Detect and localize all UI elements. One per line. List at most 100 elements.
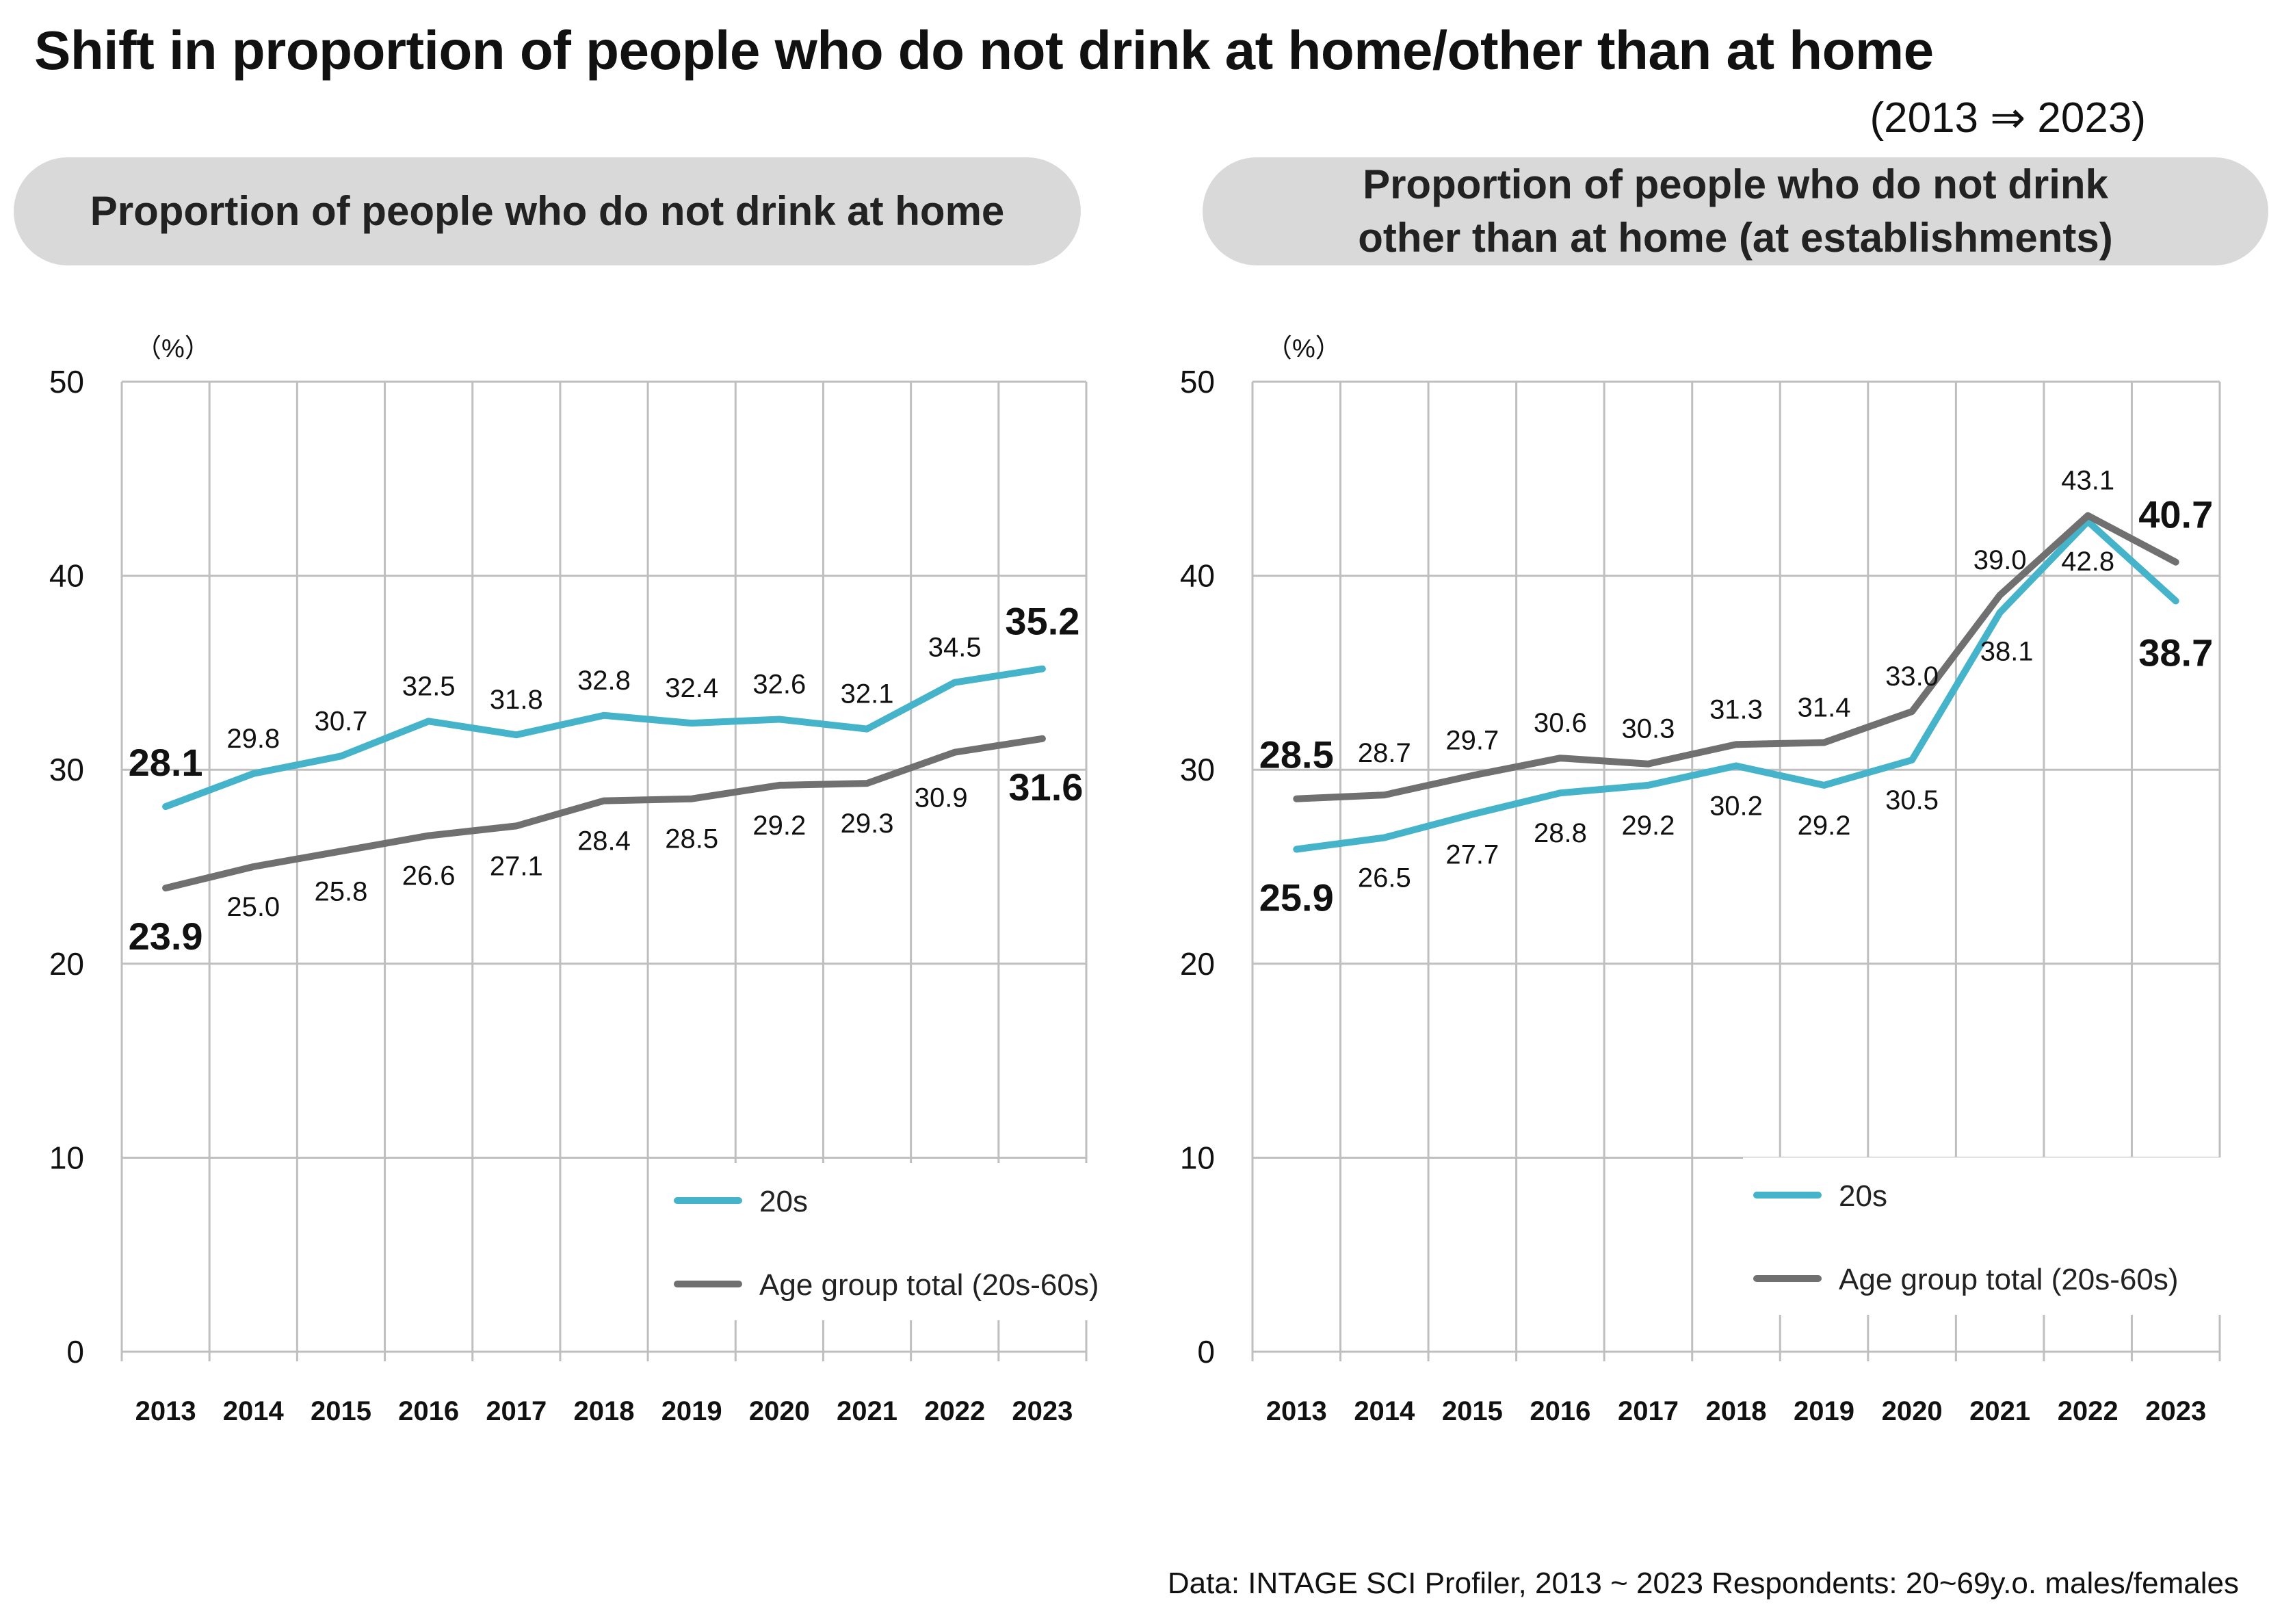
x-tick-label: 2019 xyxy=(661,1396,722,1426)
series-total-line xyxy=(1293,512,2179,802)
series-20s-data-label: 34.5 xyxy=(928,633,982,663)
y-tick-label: 40 xyxy=(1180,558,1215,594)
series-20s-line xyxy=(1293,518,2179,853)
series-total-line xyxy=(162,735,1046,892)
series-20s-data-label: 30.7 xyxy=(315,706,368,736)
x-tick-label: 2019 xyxy=(1794,1396,1854,1426)
series-20s-data-label: 29.8 xyxy=(226,724,280,754)
y-tick-label: 50 xyxy=(1180,364,1215,400)
series-20s-line xyxy=(162,665,1046,811)
series-total-data-label: 30.6 xyxy=(1534,708,1587,738)
series-total-data-label: 40.7 xyxy=(2138,493,2213,536)
series-20s-data-label: 32.1 xyxy=(841,679,894,709)
series-total-data-label: 29.7 xyxy=(1445,726,1499,756)
series-total-data-label: 28.5 xyxy=(665,824,718,854)
x-tick-label: 2014 xyxy=(1354,1396,1415,1426)
series-20s-data-label: 30.2 xyxy=(1709,791,1763,822)
series-total-data-label: 26.6 xyxy=(402,861,456,891)
y-unit-label: （%） xyxy=(1266,335,1341,363)
x-tick-label: 2021 xyxy=(1969,1396,2030,1426)
series-total-data-label: 25.8 xyxy=(315,876,368,906)
x-tick-label: 2020 xyxy=(749,1396,810,1426)
series-20s-data-label: 32.5 xyxy=(402,671,456,701)
y-tick-label: 10 xyxy=(49,1140,84,1175)
series-total-legend-label: Age group total (20s-60s) xyxy=(759,1268,1099,1302)
y-tick-label: 20 xyxy=(49,946,84,982)
right-panel-header: Proportion of people who do not drink ot… xyxy=(1203,157,2268,265)
series-20s-data-label: 28.1 xyxy=(129,741,203,784)
chart-title: Shift in proportion of people who do not… xyxy=(34,20,1934,81)
series-20s-data-label: 27.7 xyxy=(1445,839,1499,869)
series-20s-data-label: 32.8 xyxy=(577,666,631,696)
series-total-data-label: 30.9 xyxy=(915,783,968,813)
series-total-data-label: 31.3 xyxy=(1709,694,1763,724)
right-panel-title-line-1: Proportion of people who do not drink xyxy=(1363,161,2108,207)
series-total-data-label: 28.4 xyxy=(577,826,631,856)
series-20s-data-label: 35.2 xyxy=(1005,600,1079,643)
x-tick-label: 2017 xyxy=(1618,1396,1679,1426)
series-total-data-label: 31.6 xyxy=(1008,765,1083,809)
series-20s-legend-label: 20s xyxy=(1839,1179,1887,1213)
series-total-data-label: 31.4 xyxy=(1798,692,1851,722)
series-total-data-label: 28.5 xyxy=(1259,733,1334,776)
left-panel-header: Proportion of people who do not drink at… xyxy=(14,157,1081,265)
series-total-data-label: 39.0 xyxy=(1973,545,2027,575)
establishment-chart: 0 10 20 30 40 50 （%） 2013 2014 2015 2016 2017 2018 20… xyxy=(1180,335,2249,1426)
series-total-legend-label: Age group total (20s-60s) xyxy=(1839,1263,2179,1296)
y-unit-label: （%） xyxy=(135,335,211,363)
x-tick-label: 2018 xyxy=(1706,1396,1767,1426)
series-total-data-label: 29.3 xyxy=(841,809,894,839)
x-tick-label: 2013 xyxy=(135,1396,196,1426)
home-chart: 0 10 20 30 40 50 （%） 2013 2014 2015 2016 2017 2018 20… xyxy=(49,335,1108,1426)
series-total-data-label: 23.9 xyxy=(129,915,203,958)
series-total-data-label: 30.3 xyxy=(1622,714,1675,744)
x-tick-label: 2022 xyxy=(924,1396,985,1426)
x-tick-label: 2018 xyxy=(574,1396,635,1426)
series-20s-data-label: 38.1 xyxy=(1980,636,2034,666)
series-20s-data-label: 38.7 xyxy=(2138,631,2213,674)
series-20s-data-label: 32.4 xyxy=(665,673,718,703)
chart-subtitle: (2013 ⇒ 2023) xyxy=(1870,94,2146,142)
series-20s-data-label: 28.8 xyxy=(1534,818,1587,848)
series-20s-data-label: 26.5 xyxy=(1358,863,1411,893)
legend-box xyxy=(664,1163,1108,1320)
y-tick-label: 30 xyxy=(1180,752,1215,787)
x-tick-label: 2022 xyxy=(2058,1396,2119,1426)
y-tick-label: 40 xyxy=(49,558,84,594)
x-tick-label: 2013 xyxy=(1266,1396,1327,1426)
y-tick-label: 10 xyxy=(1180,1140,1215,1175)
series-20s-data-label: 29.2 xyxy=(1622,811,1675,841)
series-20s-data-label: 32.6 xyxy=(752,669,806,699)
series-20s-data-label: 25.9 xyxy=(1259,876,1334,919)
x-tick-label: 2014 xyxy=(223,1396,285,1426)
series-total-data-label: 29.2 xyxy=(752,811,806,841)
series-20s-data-label: 42.8 xyxy=(2061,547,2114,577)
series-total-data-label: 28.7 xyxy=(1358,738,1411,768)
y-tick-label: 30 xyxy=(49,752,84,787)
x-tick-label: 2021 xyxy=(837,1396,897,1426)
y-tick-label: 0 xyxy=(66,1334,84,1370)
series-20s-data-label: 29.2 xyxy=(1798,811,1851,841)
series-total-data-label: 27.1 xyxy=(490,851,543,881)
x-tick-label: 2023 xyxy=(1012,1396,1073,1426)
right-panel-title-line-2: other than at home (at establishments) xyxy=(1358,215,2113,261)
data-source-note: Data: INTAGE SCI Profiler, 2013 ~ 2023 R… xyxy=(1167,1567,2239,1600)
y-tick-label: 0 xyxy=(1197,1334,1215,1370)
x-tick-label: 2017 xyxy=(486,1396,547,1426)
x-tick-label: 2023 xyxy=(2145,1396,2206,1426)
x-tick-label: 2015 xyxy=(311,1396,371,1426)
x-tick-label: 2016 xyxy=(1530,1396,1590,1426)
series-total-data-label: 25.0 xyxy=(226,892,280,922)
left-panel-title-line-1: Proportion of people who do not drink at… xyxy=(90,188,1005,234)
series-20s-legend-label: 20s xyxy=(759,1185,808,1218)
legend-box xyxy=(1743,1157,2249,1315)
x-tick-label: 2016 xyxy=(398,1396,459,1426)
x-tick-label: 2015 xyxy=(1442,1396,1503,1426)
series-total-data-label: 43.1 xyxy=(2061,466,2114,496)
y-tick-label: 50 xyxy=(49,364,84,400)
x-tick-label: 2020 xyxy=(1882,1396,1943,1426)
series-20s-data-label: 31.8 xyxy=(490,685,543,715)
y-tick-label: 20 xyxy=(1180,946,1215,982)
series-total-data-label: 33.0 xyxy=(1885,662,1939,692)
series-20s-data-label: 30.5 xyxy=(1885,785,1939,815)
